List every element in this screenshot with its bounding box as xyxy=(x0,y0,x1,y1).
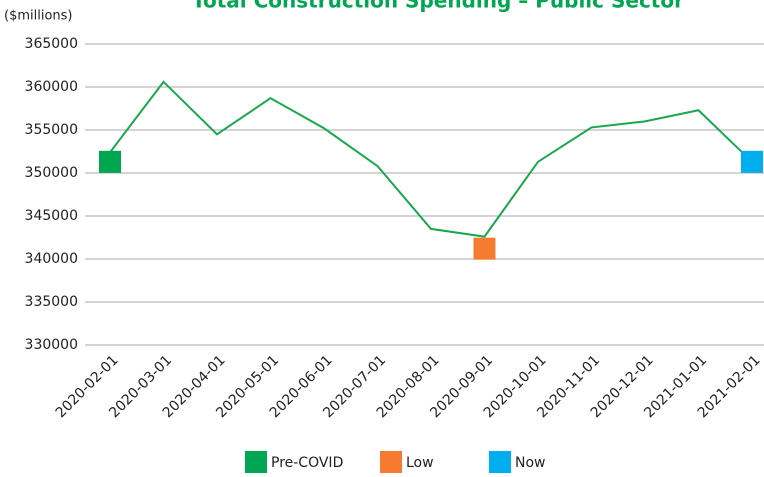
y-tick-label: 345000 xyxy=(25,208,78,224)
data-line xyxy=(109,80,753,238)
y-tick-label: 355000 xyxy=(25,122,78,138)
legend-label: Low xyxy=(406,455,434,471)
y-tick-label: 335000 xyxy=(25,294,78,310)
y-axis-label: ($millions) xyxy=(4,9,73,24)
legend-swatch xyxy=(245,451,267,473)
marker xyxy=(741,150,763,173)
y-tick-label: 365000 xyxy=(25,36,78,52)
legend-swatch xyxy=(380,451,402,473)
chart-title: Total Construction Spending – Public Sec… xyxy=(192,0,684,13)
y-tick-label: 340000 xyxy=(25,251,78,267)
legend-label: Pre-COVID xyxy=(271,455,343,471)
marker xyxy=(473,237,496,260)
legend-label: Now xyxy=(515,455,546,471)
legend-swatch xyxy=(489,451,511,473)
y-tick-label: 330000 xyxy=(25,337,78,353)
marker xyxy=(99,150,121,173)
y-tick-label: 350000 xyxy=(25,165,78,181)
y-tick-label: 360000 xyxy=(25,79,78,95)
